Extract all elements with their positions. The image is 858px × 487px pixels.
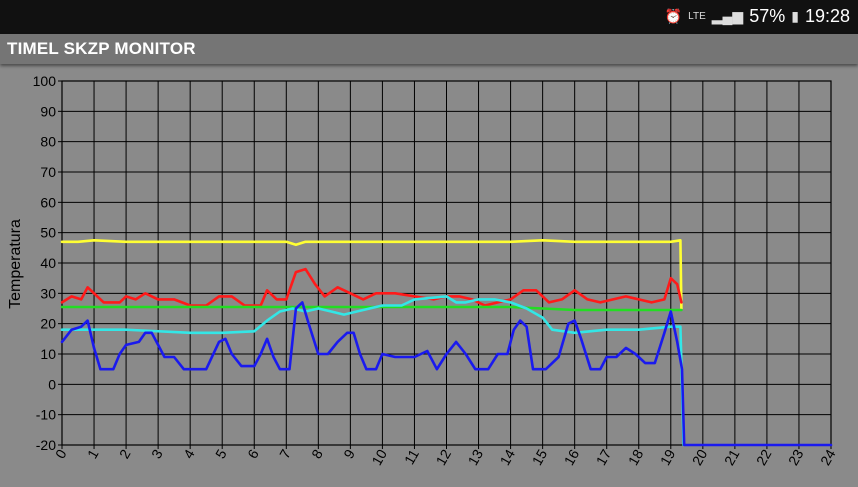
x-tick-label: 8: [308, 446, 326, 461]
x-tick-label: 19: [657, 446, 679, 468]
x-tick-label: 5: [212, 446, 230, 461]
y-tick-label: 70: [40, 164, 56, 180]
status-bar: ⏰ LTE ▂▄▆ 57% ▮ 19:28: [0, 0, 858, 34]
y-tick-label: 50: [40, 225, 56, 241]
series-group: [60, 239, 833, 447]
series-line-0: [60, 239, 683, 310]
x-tick-label: 16: [561, 446, 583, 468]
y-tick-label: 60: [40, 194, 56, 210]
status-icons: ⏰ LTE ▂▄▆ 57% ▮ 19:28: [665, 6, 850, 27]
signal-icon: ▂▄▆: [711, 8, 744, 24]
series-line-3: [60, 295, 685, 447]
y-tick-label: 30: [40, 285, 56, 301]
y-tick-label: 0: [48, 376, 56, 392]
x-tick-label: 6: [244, 446, 262, 461]
y-tick-label: 80: [40, 134, 56, 150]
x-tick-label: 15: [529, 446, 551, 468]
battery-icon: ▮: [791, 8, 799, 24]
y-tick-label: 10: [40, 346, 56, 362]
x-tick-label: 10: [368, 446, 390, 468]
x-tick-label: 22: [753, 446, 775, 468]
lte-icon: LTE: [688, 11, 706, 22]
x-tick-label: 7: [276, 446, 294, 461]
y-tick-label: 20: [40, 316, 56, 332]
x-tick-label: 3: [148, 446, 166, 461]
x-tick-label: 18: [625, 446, 647, 468]
series-line-2: [60, 305, 683, 312]
y-tick-label: 90: [40, 103, 56, 119]
alarm-icon: ⏰: [664, 8, 683, 24]
x-tick-label: 12: [432, 446, 454, 468]
app-title: TIMEL SKZP MONITOR: [7, 39, 196, 58]
x-tick-label: 23: [785, 446, 807, 468]
y-tick-label: 100: [33, 73, 57, 89]
clock: 19:28: [804, 6, 850, 26]
x-tick-label: 21: [721, 446, 743, 468]
y-tick-label: -10: [36, 407, 56, 423]
battery-percent: 57%: [749, 6, 786, 26]
x-tick-label: 14: [497, 446, 519, 468]
x-axis-ticks: 0 1 2 3 4 5 6 7 8 9 10 11 12 13 14 15 16 17 18 19 20 21 22 23 24: [52, 445, 839, 468]
x-tick-label: 24: [817, 446, 839, 468]
series-line-1: [60, 267, 683, 307]
app-bar: TIMEL SKZP MONITOR: [0, 34, 858, 64]
x-tick-label: 17: [593, 446, 615, 468]
y-tick-label: -20: [36, 437, 56, 453]
x-tick-label: 9: [340, 446, 358, 461]
x-tick-label: 11: [401, 446, 422, 467]
y-axis-ticks: -20 -10 0 10 20 30 40 50 60 70 80 90 100: [33, 73, 62, 453]
x-tick-label: 1: [84, 446, 102, 461]
y-axis-label: Temperatura: [7, 219, 24, 309]
series-line-4: [60, 301, 833, 447]
x-tick-label: 20: [689, 446, 711, 468]
y-tick-label: 40: [40, 255, 56, 271]
x-tick-label: 0: [52, 446, 70, 461]
x-tick-label: 2: [116, 446, 134, 461]
x-tick-label: 13: [464, 446, 486, 468]
x-tick-label: 4: [180, 446, 198, 461]
